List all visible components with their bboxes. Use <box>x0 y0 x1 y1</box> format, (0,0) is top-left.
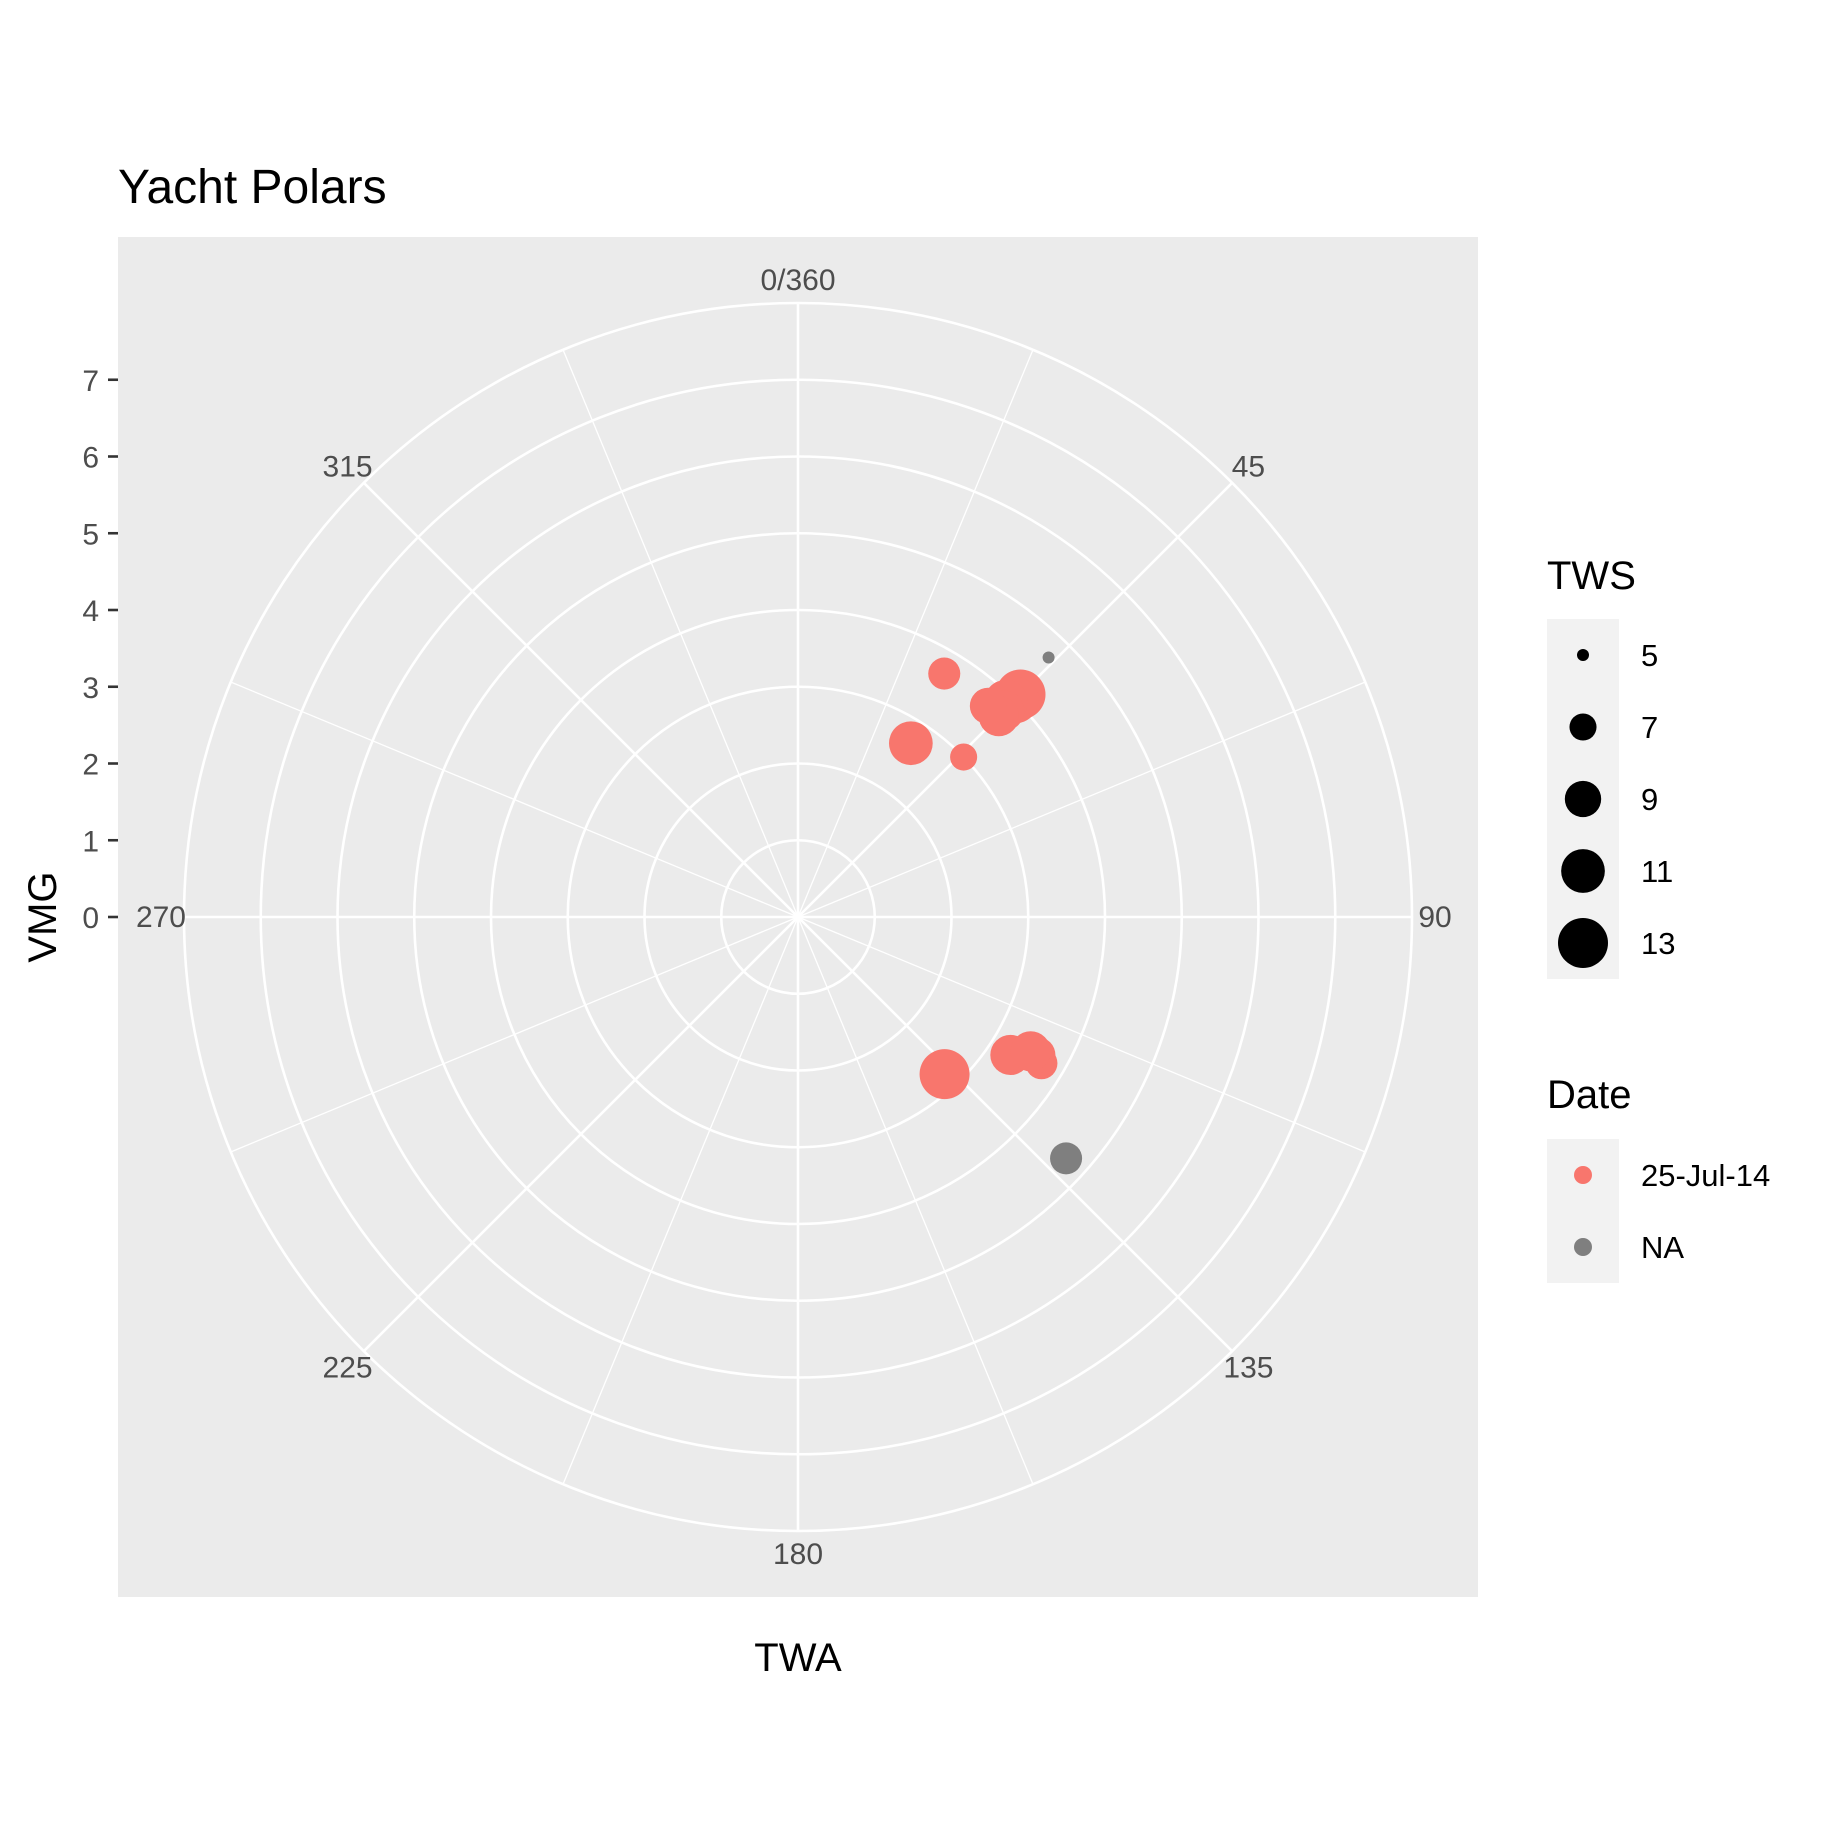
date-legend-title: Date <box>1547 1073 1632 1117</box>
vmg-tick-label: 6 <box>82 442 99 475</box>
grid-circle <box>566 685 1030 1149</box>
grid-circle <box>336 455 1260 1379</box>
tws-legend-label: 13 <box>1641 926 1675 961</box>
tws-legend-title: TWS <box>1547 554 1636 598</box>
date-legend-label: 25-Jul-14 <box>1641 1158 1770 1193</box>
tws-legend-key <box>1564 780 1602 818</box>
tws-legend-label: 11 <box>1641 854 1673 889</box>
vmg-tick-label: 5 <box>82 518 99 551</box>
vmg-tick-label: 3 <box>82 672 99 705</box>
data-point <box>889 721 933 766</box>
vmg-tick-label: 4 <box>82 595 99 628</box>
data-point <box>950 743 978 771</box>
date-legend-key <box>1574 1166 1592 1184</box>
date-legend-key <box>1574 1238 1592 1256</box>
date-legend-keys: 25-Jul-14 NA <box>1574 1158 1770 1265</box>
theta-tick-label: 270 <box>136 901 186 934</box>
vmg-axis: 0 1 2 3 4 5 6 7 <box>82 365 118 935</box>
theta-tick-label: 45 <box>1232 451 1265 484</box>
x-axis-title: TWA <box>754 1636 842 1680</box>
theta-tick-label: 135 <box>1223 1351 1273 1384</box>
date-legend: Date 25-Jul-14 NA <box>1547 1073 1770 1283</box>
theta-tick-label: 90 <box>1418 901 1451 934</box>
tws-legend-label: 7 <box>1641 710 1658 745</box>
y-axis-title: VMG <box>21 871 65 962</box>
data-point <box>1010 1031 1051 1072</box>
grid-circle <box>259 378 1337 1456</box>
data-point <box>1050 1142 1083 1175</box>
data-point <box>969 687 1007 725</box>
tws-legend-key <box>1561 849 1605 893</box>
grid-circle <box>182 301 1414 1533</box>
vmg-tick-label: 7 <box>82 365 99 398</box>
tws-legend-label: 9 <box>1641 782 1658 817</box>
data-point <box>928 657 961 690</box>
tws-legend-key <box>1577 649 1589 661</box>
polar-grid <box>182 301 1414 1533</box>
tws-legend-key <box>1569 713 1597 741</box>
vmg-tick-label: 2 <box>82 749 99 782</box>
data-point <box>919 1049 970 1100</box>
date-legend-label: NA <box>1641 1230 1684 1265</box>
grid-circle <box>719 838 877 996</box>
grid-circle <box>489 608 1107 1226</box>
data-points <box>889 651 1083 1175</box>
theta-tick-label: 315 <box>323 451 373 484</box>
theta-tick-label: 180 <box>773 1538 823 1571</box>
date-legend-keys-background <box>1547 1139 1619 1283</box>
grid-circle <box>412 531 1184 1303</box>
vmg-tick-label: 0 <box>82 902 99 935</box>
theta-tick-label: 0/360 <box>760 264 835 297</box>
data-point <box>1042 651 1055 664</box>
tws-legend: TWS 5 7 9 11 13 <box>1547 554 1675 979</box>
tws-legend-label: 5 <box>1641 638 1658 673</box>
chart-title: Yacht Polars <box>118 161 387 214</box>
theta-tick-label: 225 <box>323 1351 373 1384</box>
grid-circle <box>643 762 953 1072</box>
tws-legend-keys: 5 7 9 11 13 <box>1558 638 1675 968</box>
theta-axis-labels: 0/360 45 90 135 180 225 270 315 <box>136 264 1452 1571</box>
vmg-tick-label: 1 <box>82 825 99 858</box>
tws-legend-key <box>1558 918 1608 968</box>
